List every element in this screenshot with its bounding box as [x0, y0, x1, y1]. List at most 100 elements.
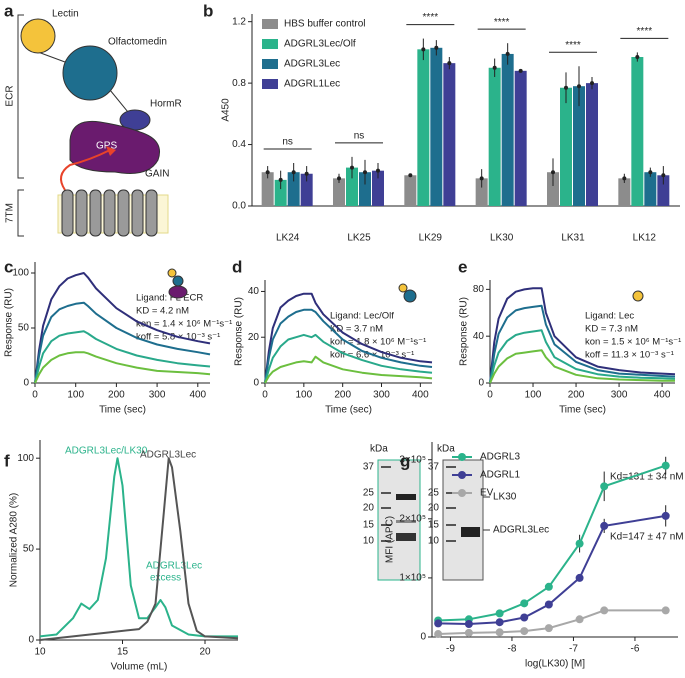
- bar: [287, 172, 300, 206]
- ladder-band: [446, 524, 456, 526]
- y-tick-label: 0.0: [232, 201, 246, 212]
- y-axis-label: Response (RU): [459, 297, 470, 366]
- bar: [475, 178, 488, 206]
- replicate-dot: [492, 65, 497, 70]
- y-axis-label: A450: [221, 98, 232, 122]
- significance-label: ****: [565, 40, 581, 51]
- bar: [300, 173, 313, 206]
- legend-label: ADGRL1Lec: [284, 79, 340, 90]
- annotation: Kd=131 ± 34 nM: [610, 472, 684, 483]
- annotation: ADGRL3Lec: [146, 561, 202, 572]
- panel-label: c: [4, 257, 13, 276]
- region-label: 7TM: [5, 203, 16, 223]
- tm-helix: [103, 189, 116, 237]
- y-tick-label: 40: [473, 331, 485, 342]
- protein-band: [396, 520, 416, 523]
- x-tick-label: 100: [67, 390, 84, 401]
- bar: [417, 49, 430, 206]
- significance-label: ****: [494, 17, 510, 28]
- annotation: Kd=147 ± 47 nM: [610, 532, 684, 543]
- gel-marker: 37: [363, 462, 375, 473]
- y-axis-label: Response (RU): [234, 297, 245, 366]
- legend-marker: [458, 489, 466, 497]
- legend-label: EV: [480, 488, 494, 499]
- replicate-dot: [304, 171, 309, 176]
- replicate-dot: [518, 68, 523, 73]
- y-tick-label: 20: [248, 332, 260, 343]
- data-line: [489, 304, 676, 384]
- x-tick-label: 100: [295, 390, 312, 401]
- annotation: kon = 1.8 × 10⁶ M⁻¹s⁻¹: [330, 337, 426, 348]
- ladder-band: [381, 540, 391, 542]
- x-tick-label: 200: [108, 390, 125, 401]
- y-tick-label: 0: [28, 635, 34, 646]
- data-line: [264, 308, 433, 384]
- tm-helix: [61, 189, 74, 237]
- x-axis-label: Time (sec): [325, 405, 372, 416]
- data-point: [600, 521, 609, 530]
- legend-marker: [458, 453, 466, 461]
- significance-label: ns: [282, 137, 293, 148]
- legend-label: ADGRL3: [480, 452, 520, 463]
- panel-label: b: [203, 1, 213, 20]
- replicate-dot: [265, 170, 270, 175]
- tm-helix: [117, 189, 130, 237]
- bar: [631, 57, 644, 207]
- bar: [404, 175, 417, 206]
- bar: [274, 179, 287, 206]
- bar: [618, 178, 631, 206]
- replicate-dot: [551, 170, 555, 175]
- x-tick-label: 300: [611, 390, 628, 401]
- replicate-dot: [350, 165, 354, 170]
- icon: [403, 289, 417, 303]
- ecr-bracket: [17, 14, 24, 179]
- y-axis-label: Response (RU): [4, 288, 15, 357]
- y-axis-label: Normalized A280 (%): [9, 493, 20, 587]
- bar: [430, 47, 443, 207]
- y-tick-label: 2×10⁵: [399, 513, 426, 524]
- x-tick-label: -7: [569, 644, 578, 655]
- ladder-band: [446, 507, 456, 509]
- data-line: [264, 333, 433, 384]
- replicate-dot: [505, 51, 510, 56]
- x-axis-label: Time (sec): [559, 405, 606, 416]
- x-tick-label: 400: [412, 390, 429, 401]
- bar: [547, 172, 559, 206]
- ladder-band: [381, 524, 391, 526]
- tm-helix: [145, 189, 158, 237]
- annotation: KD = 7.3 nM: [585, 324, 638, 335]
- gel-unit: kDa: [370, 444, 388, 455]
- lectin-domain: [20, 18, 56, 54]
- x-tick-label: 300: [373, 390, 390, 401]
- data-point: [495, 628, 504, 637]
- data-point: [544, 582, 553, 591]
- significance-label: ****: [423, 12, 439, 23]
- x-tick-label: LK12: [633, 233, 657, 244]
- panel-label: a: [4, 1, 14, 20]
- annotation: excess: [150, 573, 181, 584]
- protein-band: [396, 494, 416, 500]
- x-tick-label: 10: [34, 647, 46, 658]
- data-point: [520, 613, 529, 622]
- data-point: [600, 606, 609, 615]
- bar: [573, 86, 585, 206]
- gel-marker: 37: [428, 462, 440, 473]
- x-tick-label: 100: [525, 390, 542, 401]
- data-point: [434, 619, 443, 628]
- y-tick-label: 3×10⁵: [399, 454, 426, 465]
- bar: [359, 172, 371, 206]
- x-tick-label: 200: [568, 390, 585, 401]
- data-point: [544, 600, 553, 609]
- annotation: KD = 4.2 nM: [136, 306, 189, 317]
- bar: [514, 70, 527, 206]
- olfactomedin-domain: [62, 45, 118, 101]
- x-tick-label: 200: [334, 390, 351, 401]
- replicate-dot: [376, 168, 380, 173]
- tm-helix: [89, 189, 102, 237]
- replicate-dot: [278, 177, 283, 182]
- legend-label: HBS buffer control: [284, 19, 366, 30]
- domain-label: Olfactomedin: [108, 37, 167, 48]
- y-tick-label: 40: [248, 286, 260, 297]
- gel-marker: 20: [428, 503, 440, 514]
